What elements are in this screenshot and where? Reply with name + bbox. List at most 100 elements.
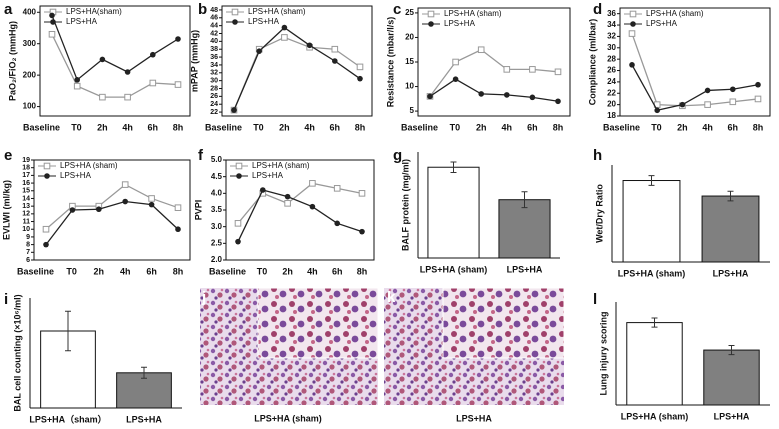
y-tick-label: 36 [607, 9, 616, 18]
marker [309, 203, 316, 210]
x-tick-label: 4h [304, 122, 315, 132]
panel-label: i [4, 291, 8, 308]
marker [48, 30, 56, 38]
y-tick-label: 46 [210, 15, 218, 22]
y-tick-label: 5 [410, 106, 415, 115]
legend-label: LPS+HA(sham) [66, 7, 122, 16]
x-tick-label: T0 [257, 266, 268, 276]
legend-label: LPS+HA (sham) [252, 161, 310, 170]
series-line [429, 78, 559, 102]
x-tick-label: 2h [282, 266, 293, 276]
y-axis-label: BALF protein (mg/ml) [400, 159, 410, 251]
series-line [45, 183, 179, 230]
marker [356, 63, 364, 71]
legend-label: LPS+HA (sham) [248, 7, 306, 16]
y-tick-label: 20 [607, 100, 616, 109]
marker [234, 220, 242, 227]
series-line [429, 48, 559, 97]
x-tick-label: 4h [122, 122, 133, 132]
marker [175, 226, 181, 233]
y-tick-label: 42 [210, 30, 218, 37]
marker [260, 187, 266, 193]
marker [124, 93, 131, 101]
bar [622, 180, 681, 263]
y-tick-label: 16 [22, 180, 30, 187]
x-tick-label: T0 [66, 266, 77, 276]
error-bar [728, 344, 735, 356]
plot-frame [619, 7, 771, 117]
legend-marker [428, 21, 434, 27]
marker [69, 207, 76, 213]
x-tick-label: 2h [476, 122, 487, 132]
marker [529, 94, 536, 101]
y-axis-label: Lung injury scoring [598, 311, 608, 395]
marker [73, 82, 81, 90]
marker [654, 107, 660, 114]
x-tick-label: 8h [355, 122, 366, 132]
y-tick-label: 22 [607, 88, 616, 97]
marker [122, 198, 128, 205]
x-tick-label: 6h [728, 122, 739, 132]
x-tick-label: 8h [553, 122, 564, 132]
legend-marker [50, 19, 56, 25]
plot-frame [33, 159, 191, 261]
x-tick-label: 2h [677, 122, 688, 132]
panel-label: b [198, 1, 207, 18]
legend-marker [236, 173, 242, 179]
marker [174, 204, 182, 211]
bar [427, 166, 480, 259]
marker [99, 56, 106, 63]
marker [730, 86, 736, 93]
y-tick-label: 28 [607, 54, 616, 63]
marker [149, 79, 157, 87]
x-tick-label: T0 [651, 122, 662, 132]
x-tick-label: 2h [97, 122, 108, 132]
panel-label: k [387, 289, 396, 306]
marker [96, 206, 102, 213]
marker [504, 92, 510, 98]
marker [74, 77, 80, 83]
y-tick-label: 7 [26, 249, 30, 256]
x-tick-label: LPS+HA（sham） [29, 414, 106, 424]
x-tick-label: T0 [253, 122, 264, 132]
y-tick-label: 3.5 [211, 205, 223, 214]
marker [679, 101, 686, 108]
marker [357, 75, 363, 82]
series-line [233, 36, 361, 111]
legend-marker [44, 173, 50, 179]
y-tick-label: 12 [22, 211, 30, 218]
legend-label: LPS+HA [252, 171, 284, 180]
marker [529, 66, 536, 73]
legend-marker [231, 8, 239, 16]
y-tick-label: 44 [210, 22, 218, 29]
y-tick-label: 40 [210, 38, 218, 45]
x-tick-label: 8h [357, 266, 368, 276]
image-caption: LPS+HA [456, 413, 492, 423]
x-tick-label: 2h [279, 122, 290, 132]
marker [359, 228, 365, 235]
bar [701, 195, 760, 263]
y-tick-label: 22 [210, 109, 218, 116]
y-tick-label: 200 [23, 70, 37, 79]
x-tick-label: 8h [173, 266, 184, 276]
y-tick-label: 4.5 [211, 172, 223, 181]
marker [331, 45, 339, 53]
marker [174, 81, 182, 88]
plot-frame [39, 5, 191, 117]
y-axis-label: EVLWI (ml/kg) [1, 180, 11, 240]
x-tick-label: T0 [71, 122, 82, 132]
y-tick-label: 18 [22, 165, 30, 172]
x-tick-label: 4h [502, 122, 513, 132]
marker [256, 48, 263, 54]
marker [452, 58, 459, 66]
y-axis-label: BAL cell counting (×10⁶/ml) [12, 294, 22, 411]
x-tick-label: Baseline [23, 122, 60, 132]
y-tick-label: 100 [23, 102, 37, 111]
marker [121, 181, 129, 188]
y-tick-label: 14 [22, 195, 30, 202]
marker [628, 30, 636, 37]
y-tick-label: 34 [607, 20, 616, 29]
x-tick-label: Baseline [17, 266, 54, 276]
x-tick-label: LPS+HA (sham) [621, 411, 688, 421]
y-tick-label: 8 [26, 241, 30, 248]
